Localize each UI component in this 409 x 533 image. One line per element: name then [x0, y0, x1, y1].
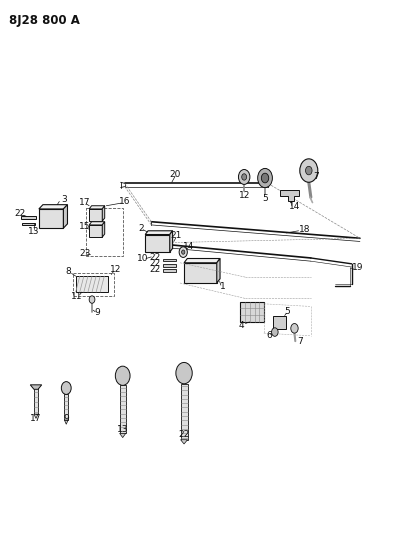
Polygon shape	[119, 385, 126, 433]
Text: 10: 10	[137, 254, 148, 263]
Polygon shape	[102, 206, 105, 221]
Circle shape	[300, 159, 318, 182]
Polygon shape	[240, 302, 264, 322]
Polygon shape	[181, 384, 187, 440]
Text: 22: 22	[14, 209, 25, 218]
Polygon shape	[163, 269, 176, 272]
Text: 4: 4	[238, 321, 244, 329]
Polygon shape	[181, 440, 187, 444]
Text: 13: 13	[28, 227, 40, 236]
Circle shape	[272, 328, 278, 336]
Polygon shape	[89, 206, 105, 209]
Circle shape	[61, 382, 71, 394]
Text: 7: 7	[313, 173, 319, 181]
Polygon shape	[39, 205, 67, 209]
Text: 12: 12	[110, 265, 121, 274]
Text: 16: 16	[119, 197, 130, 206]
Circle shape	[176, 362, 192, 384]
Polygon shape	[22, 223, 35, 225]
Text: 21: 21	[170, 231, 182, 240]
Text: 9: 9	[63, 414, 69, 423]
Polygon shape	[280, 190, 299, 201]
Text: 12: 12	[238, 191, 250, 199]
Polygon shape	[102, 222, 105, 237]
Text: 18: 18	[299, 225, 310, 233]
Text: 17: 17	[79, 198, 90, 207]
Text: 2: 2	[138, 224, 144, 232]
Polygon shape	[63, 205, 67, 228]
Polygon shape	[21, 216, 36, 219]
Polygon shape	[89, 222, 105, 225]
Polygon shape	[39, 209, 63, 228]
Text: 7: 7	[297, 337, 303, 345]
Text: 3: 3	[61, 196, 67, 204]
Polygon shape	[34, 414, 38, 418]
Polygon shape	[170, 231, 173, 252]
Text: 5: 5	[285, 308, 290, 316]
Text: 1: 1	[220, 282, 226, 291]
Text: 19: 19	[352, 263, 363, 272]
Polygon shape	[163, 259, 176, 261]
Polygon shape	[65, 420, 68, 424]
Circle shape	[258, 168, 272, 188]
Polygon shape	[184, 259, 220, 263]
Text: 23: 23	[79, 249, 90, 258]
Text: 8: 8	[66, 268, 72, 276]
Polygon shape	[163, 264, 176, 266]
Text: 22: 22	[178, 430, 190, 439]
Text: 14: 14	[183, 243, 195, 251]
Text: 17: 17	[30, 414, 42, 423]
Circle shape	[182, 250, 185, 254]
Polygon shape	[89, 209, 102, 221]
Text: 6: 6	[266, 332, 272, 340]
Circle shape	[291, 324, 298, 333]
Text: 20: 20	[169, 171, 181, 179]
Text: 22: 22	[149, 260, 161, 268]
Polygon shape	[119, 433, 126, 438]
Polygon shape	[217, 259, 220, 283]
Polygon shape	[184, 263, 217, 283]
Text: 5: 5	[262, 194, 268, 203]
Circle shape	[179, 247, 187, 257]
Text: 11: 11	[71, 293, 83, 301]
Polygon shape	[145, 235, 170, 252]
Text: 9: 9	[94, 309, 100, 317]
Circle shape	[238, 169, 250, 184]
Polygon shape	[30, 385, 42, 389]
Circle shape	[89, 296, 95, 303]
Polygon shape	[65, 394, 68, 420]
Circle shape	[306, 166, 312, 175]
Polygon shape	[145, 231, 173, 235]
Polygon shape	[76, 276, 108, 292]
Polygon shape	[273, 316, 286, 329]
Text: 15: 15	[79, 222, 90, 231]
Circle shape	[242, 174, 247, 180]
Text: 22: 22	[149, 254, 161, 262]
Text: 8J28 800 A: 8J28 800 A	[9, 14, 80, 27]
Text: 13: 13	[117, 425, 128, 433]
Polygon shape	[89, 225, 102, 237]
Text: 14: 14	[289, 202, 300, 211]
Polygon shape	[34, 385, 38, 414]
Circle shape	[261, 173, 269, 183]
Text: 22: 22	[149, 265, 161, 273]
Circle shape	[115, 366, 130, 385]
